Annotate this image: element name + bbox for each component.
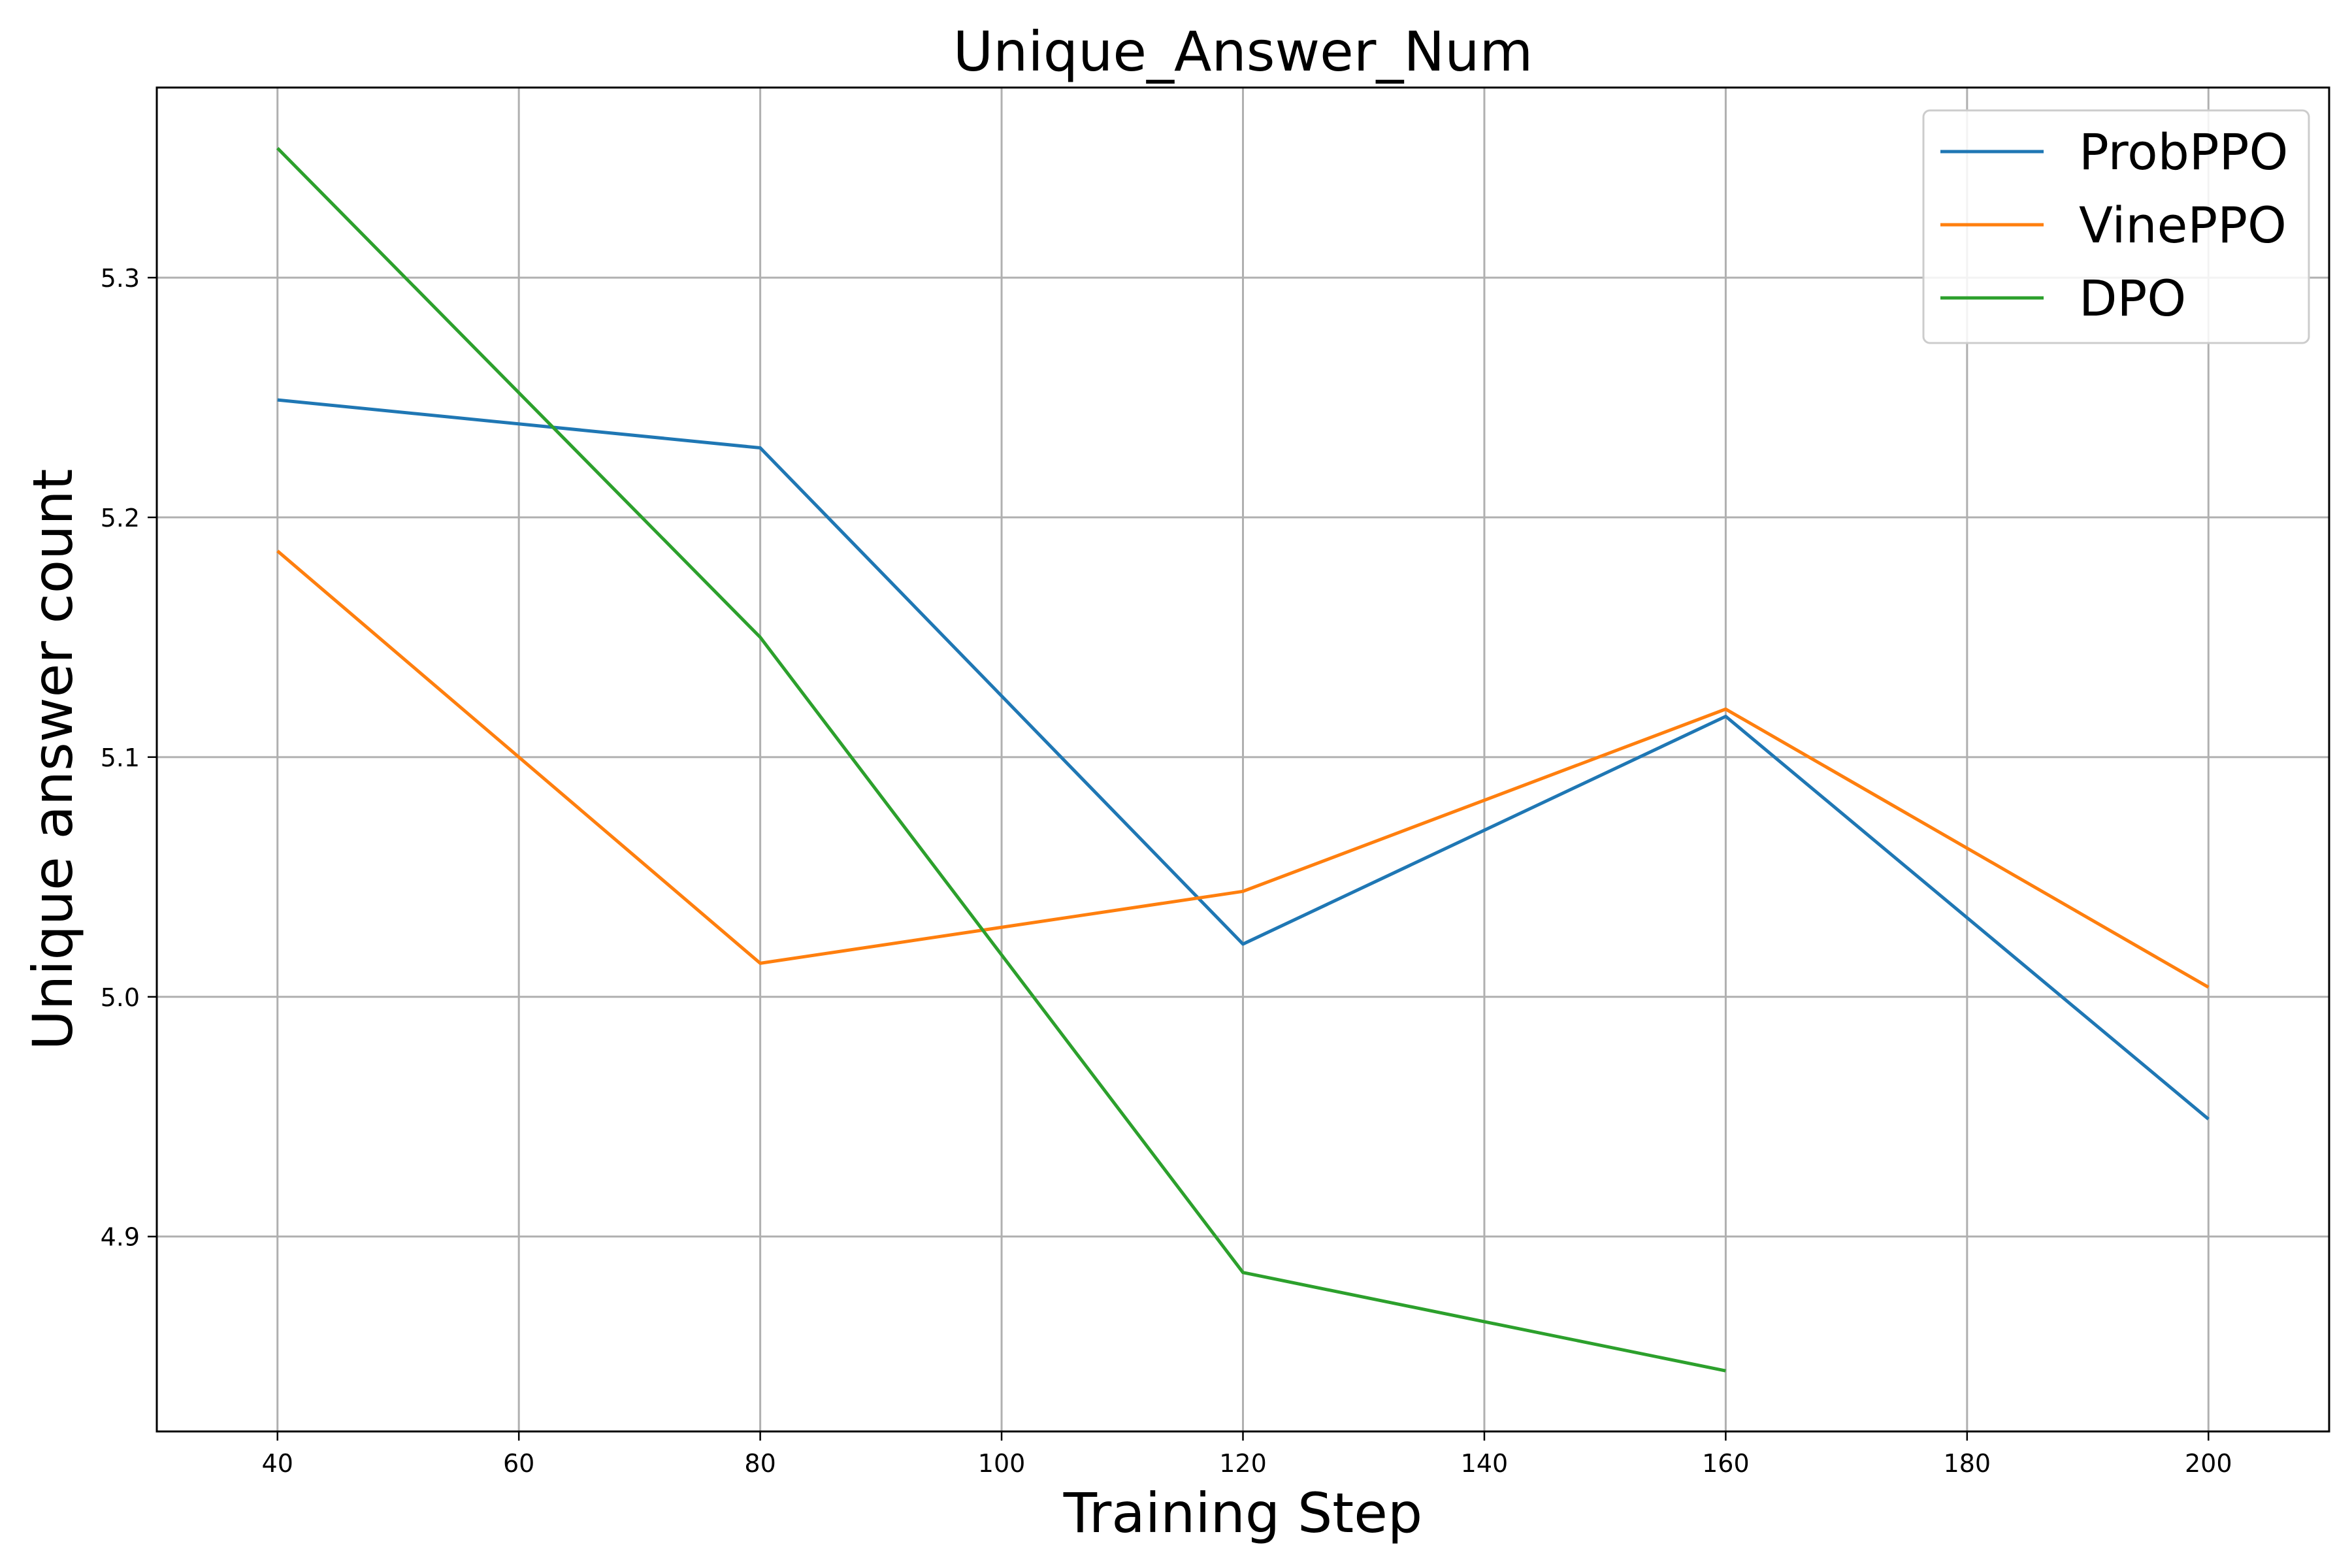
chart-title: Unique_Answer_Num <box>953 20 1533 84</box>
x-tick-label: 200 <box>2185 1449 2232 1478</box>
axis-ticks: 40 60 80 100 120 140 160 180 200 4.9 5.0 5.1 5.2 5.3 <box>101 264 2232 1478</box>
legend-box <box>1922 109 2310 344</box>
x-tick-label: 100 <box>978 1449 1026 1478</box>
y-tick-label: 5.2 <box>101 504 140 532</box>
x-axis-label: Training Step <box>1063 1481 1422 1545</box>
x-tick-label: 180 <box>1944 1449 1991 1478</box>
series-line-probppo <box>277 398 2210 1120</box>
x-tick-label: 160 <box>1702 1449 1750 1478</box>
plot-series <box>276 147 2210 1373</box>
y-tick-label: 5.3 <box>101 264 140 293</box>
series-line-vineppo <box>276 549 2210 989</box>
y-tick-label: 5.1 <box>101 743 140 772</box>
series-line-dpo <box>276 147 1726 1373</box>
y-axis-label: Unique answer count <box>21 468 85 1050</box>
x-tick-label: 120 <box>1219 1449 1267 1478</box>
y-tick-label: 4.9 <box>101 1223 140 1252</box>
legend-label-vineppo: VinePPO <box>2079 196 2287 254</box>
legend-label-dpo: DPO <box>2079 269 2186 327</box>
x-tick-label: 140 <box>1461 1449 1509 1478</box>
legend: ProbPPO VinePPO DPO <box>1922 109 2310 344</box>
x-tick-label: 60 <box>503 1449 534 1478</box>
x-tick-label: 40 <box>262 1449 293 1478</box>
legend-label-probppo: ProbPPO <box>2079 123 2288 181</box>
x-tick-label: 80 <box>744 1449 776 1478</box>
y-tick-label: 5.0 <box>101 983 140 1012</box>
